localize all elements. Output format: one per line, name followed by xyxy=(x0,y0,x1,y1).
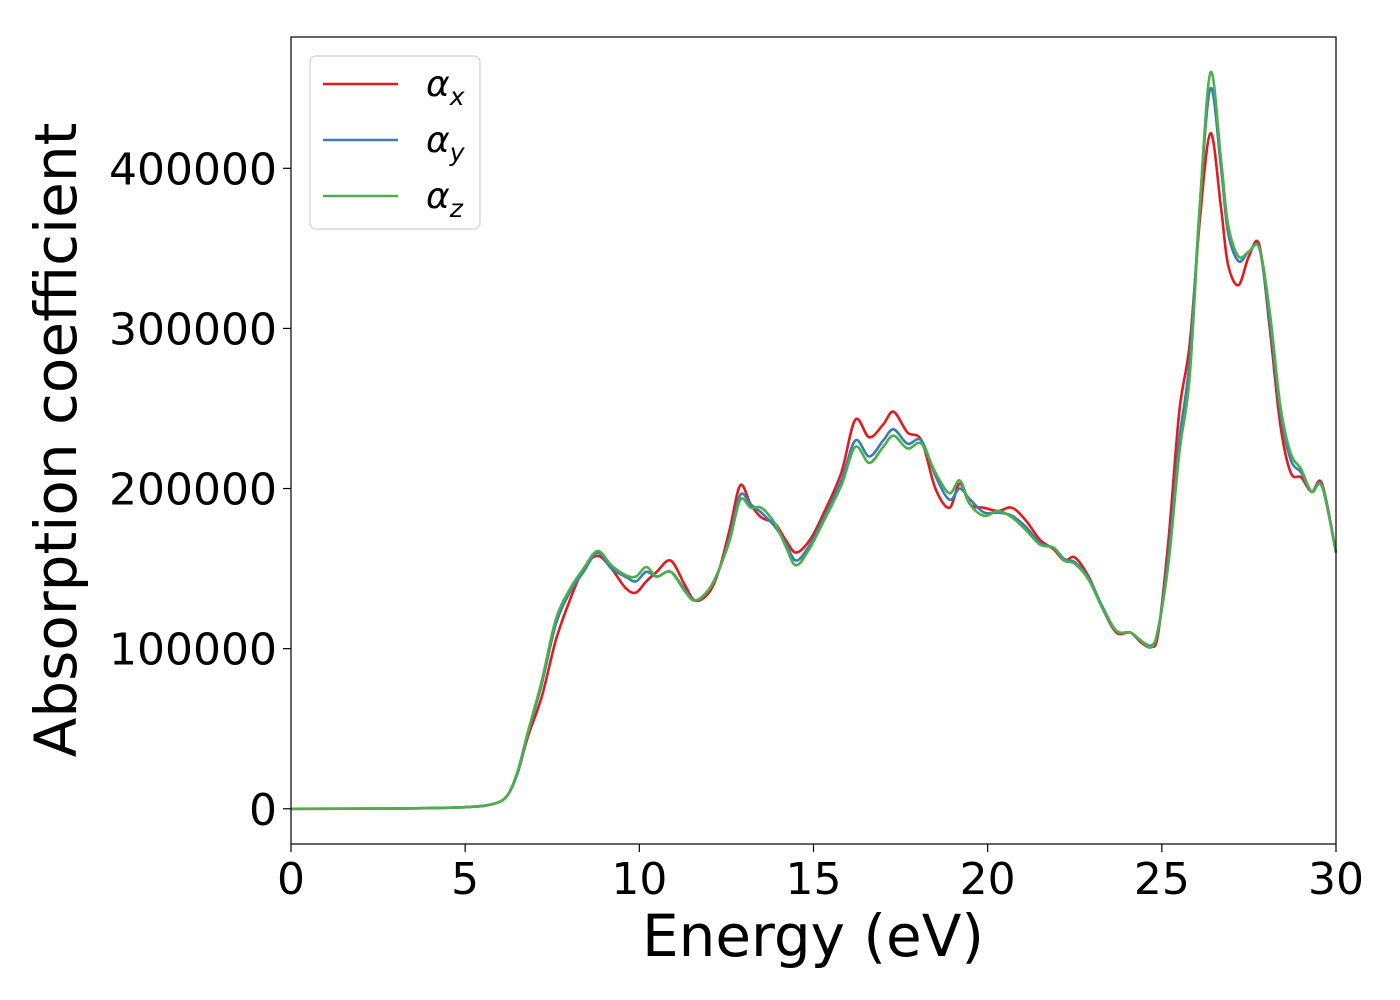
x-tick-label: 5 xyxy=(451,854,479,905)
y-tick-label: 400000 xyxy=(109,144,277,195)
legend-label-z: αz xyxy=(426,176,464,223)
legend-box xyxy=(309,55,481,230)
legend-label-y: αy xyxy=(426,120,466,167)
series-line-z xyxy=(290,70,1338,811)
x-axis: 0 5 10 15 20 25 30 xyxy=(277,844,1364,905)
y-axis: 0 100000 200000 300000 400000 xyxy=(109,144,291,836)
legend-label-x: αx xyxy=(426,64,465,111)
x-tick-label: 10 xyxy=(611,854,667,905)
x-tick-label: 20 xyxy=(960,854,1016,905)
y-tick-label: 100000 xyxy=(109,625,277,676)
x-tick-label: 30 xyxy=(1308,854,1364,905)
y-tick-label: 200000 xyxy=(109,465,277,516)
series-layer xyxy=(290,70,1338,811)
y-tick-label: 300000 xyxy=(109,304,277,355)
x-axis-title: Energy (eV) xyxy=(642,902,984,970)
x-tick-label: 25 xyxy=(1134,854,1190,905)
y-axis-title: Absorption coefficient xyxy=(22,123,90,758)
x-tick-label: 15 xyxy=(786,854,842,905)
legend: αx αy αz xyxy=(309,55,481,230)
y-tick-label: 0 xyxy=(249,785,277,836)
x-tick-label: 0 xyxy=(277,854,305,905)
